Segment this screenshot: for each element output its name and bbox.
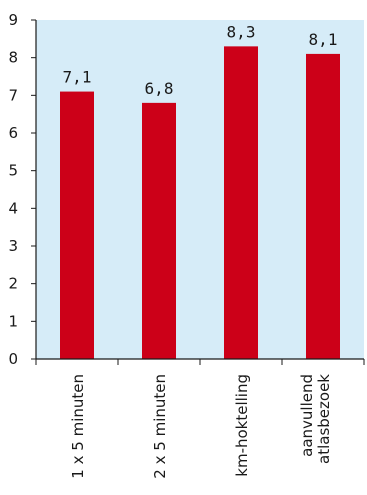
y-tick-label: 2 <box>8 275 18 293</box>
y-tick-label: 8 <box>8 49 18 67</box>
data-labels-group: 7,1 6,8 8,3 8,1 <box>63 22 338 98</box>
y-tick-label: 7 <box>8 86 18 104</box>
data-label: 6,8 <box>145 79 174 98</box>
y-tick-label: 4 <box>8 199 18 217</box>
data-label: 7,1 <box>63 68 92 87</box>
x-category-label-line: km-hoktelling <box>233 374 251 477</box>
y-tick-label: 9 <box>8 11 18 29</box>
x-category-label-line: atlasbezoek <box>315 374 333 464</box>
x-category-label-line: 1 x 5 minuten <box>69 374 87 479</box>
bar <box>142 102 176 359</box>
x-category-label: 1 x 5 minuten <box>69 374 87 479</box>
data-label: 8,3 <box>227 22 256 41</box>
x-category-label-line: 2 x 5 minuten <box>151 374 169 479</box>
x-axis: 1 x 5 minuten 2 x 5 minuten km-hoktelling a… <box>35 358 365 479</box>
y-tick-label: 1 <box>8 312 18 330</box>
bar <box>306 53 340 360</box>
bar <box>224 46 258 359</box>
y-tick-label: 6 <box>8 124 18 142</box>
data-label: 8,1 <box>309 30 338 49</box>
x-category-label: 2 x 5 minuten <box>151 374 169 479</box>
y-tick-label: 5 <box>8 162 18 180</box>
x-category-label: km-hoktelling <box>233 374 251 477</box>
y-tick-label: 0 <box>8 350 18 368</box>
bar <box>60 91 94 360</box>
y-axis: 0 1 2 3 4 5 6 7 8 9 <box>8 11 37 368</box>
x-category-label-line: aanvullend <box>298 374 316 457</box>
y-tick-label: 3 <box>8 237 18 255</box>
bars-group <box>60 46 340 360</box>
x-category-label: aanvullend atlasbezoek <box>298 374 333 464</box>
